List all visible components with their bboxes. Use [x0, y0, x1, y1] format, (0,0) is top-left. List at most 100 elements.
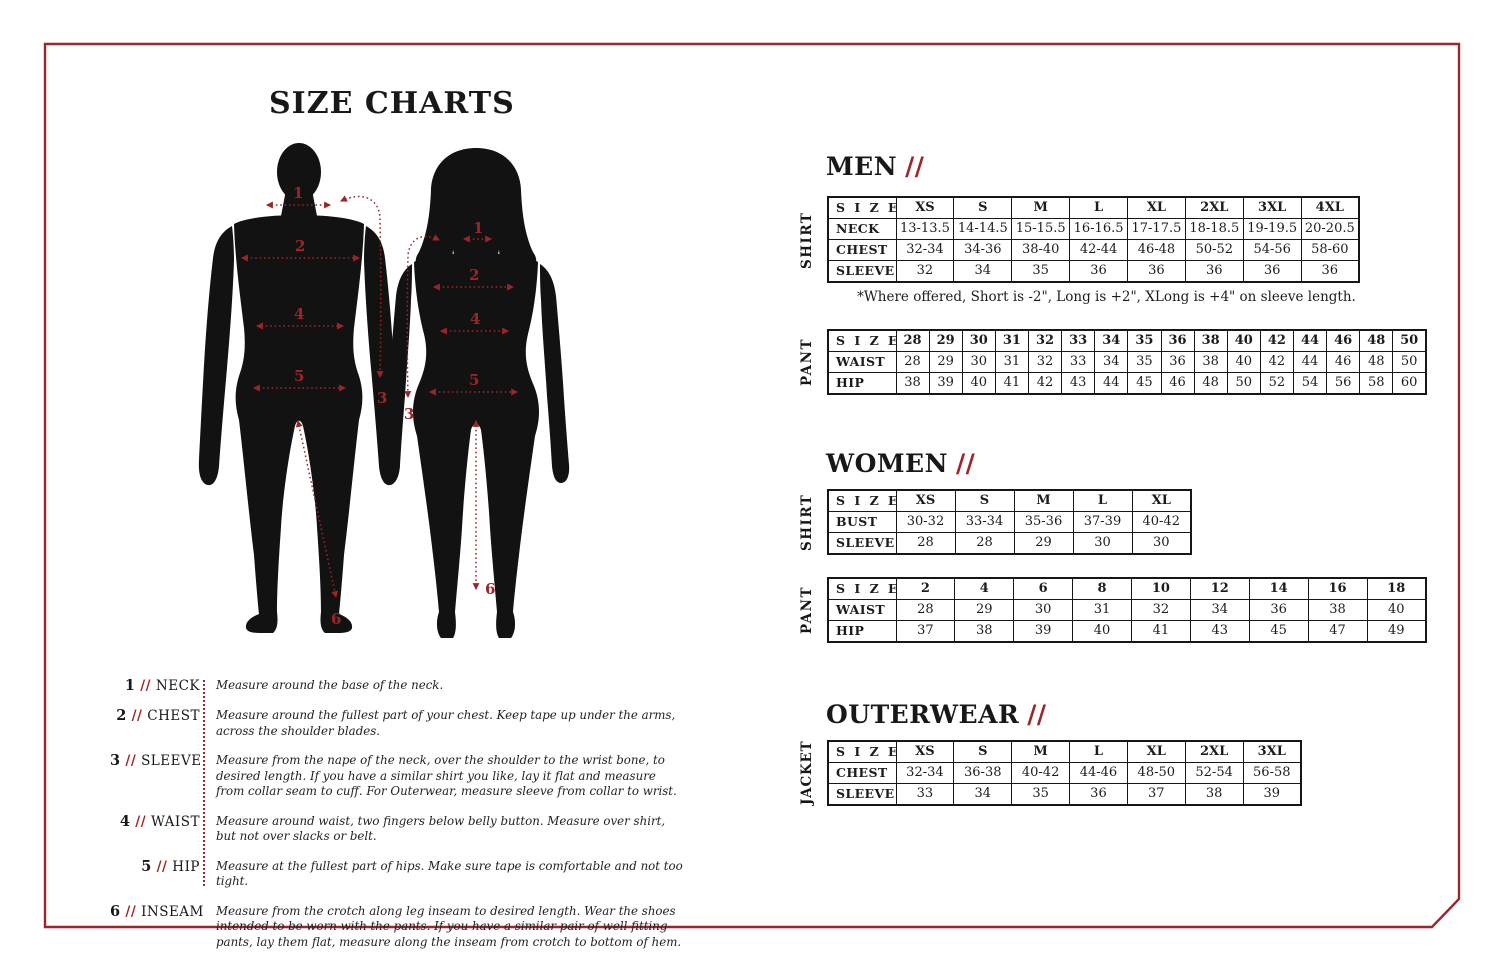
size-header-value: 44	[1292, 329, 1328, 352]
cell-value: 40	[1226, 351, 1261, 373]
definition-row-hip: 5 // HIP Measure at the fullest part of …	[110, 857, 685, 890]
cell-value: 29	[1013, 532, 1074, 555]
cell-value: 50	[1226, 372, 1261, 395]
size-header-value: 8	[1072, 577, 1132, 600]
cell-value: 40	[1366, 599, 1427, 621]
women-shirt-table: S I Z E XS S M L XL BUST 30-32 33-34 35-36 37-39 40…	[827, 489, 1192, 555]
definition-slashes: //	[140, 678, 152, 694]
row-label: SLEEVE	[827, 260, 897, 283]
cell-value: 34	[1189, 599, 1250, 621]
cell-value: 46	[1326, 351, 1361, 373]
cell-value: 34	[953, 260, 1013, 283]
definition-slashes: //	[131, 708, 143, 724]
definition-row-inseam: 6 // INSEAM Measure from the crotch alon…	[110, 903, 685, 951]
cell-value: 34	[1094, 351, 1129, 373]
size-header-label: S I Z E	[827, 196, 897, 219]
cell-value: 30	[961, 351, 996, 373]
cell-value: 50	[1392, 351, 1427, 373]
size-header-value: 38	[1193, 329, 1228, 352]
female-marker-waist: 4	[470, 310, 480, 328]
size-header-value: 2XL	[1184, 196, 1244, 219]
size-header-value: XS	[895, 740, 955, 763]
cell-value: 37-39	[1072, 511, 1133, 533]
cell-value: 50-52	[1184, 239, 1244, 261]
size-header-value: XS	[895, 196, 955, 219]
women-shirt: S I Z E XS S M L XL BUST 30-32 33-34 35-36 37-39 40…	[827, 489, 1192, 555]
cell-value: 36-38	[953, 762, 1013, 784]
definition-number: 4	[119, 812, 131, 830]
cell-value: 56-58	[1242, 762, 1302, 784]
definition-slashes: //	[135, 813, 147, 830]
female-marker-neck: 1	[473, 219, 483, 237]
definition-term: SLEEVE	[141, 753, 202, 769]
outerwear-jacket-table: S I Z E XS S M L XL 2XL 3XL CHEST 32-34 36-38 40-42…	[827, 740, 1302, 806]
size-header-value: 14	[1248, 577, 1309, 600]
cell-value: 58	[1359, 372, 1394, 395]
cell-value: 28	[954, 532, 1015, 555]
male-measure-arrows: 1 2 4 5 3 6	[240, 184, 387, 628]
definition-description: Measure from the nape of the neck, over …	[216, 753, 677, 798]
definition-label: 5 // HIP	[110, 857, 200, 875]
cell-value: 41	[1131, 620, 1191, 643]
cell-value: 54-56	[1242, 239, 1302, 261]
cell-value: 48-50	[1126, 762, 1186, 784]
cell-value: 48	[1193, 372, 1228, 395]
cell-value: 40	[1072, 620, 1132, 643]
men-shirt-table: S I Z E XS S M L XL 2XL 3XL 4XL NECK 13-13.5 14-14.…	[827, 196, 1360, 283]
size-header-value: M	[1011, 740, 1071, 763]
cell-value: 31	[994, 351, 1030, 373]
women-shirt-side-label: SHIRT	[799, 493, 815, 551]
definition-number: 5	[141, 857, 152, 875]
cell-value: 38	[895, 372, 930, 395]
cell-value: 40-42	[1131, 511, 1192, 533]
cell-value: 30	[1131, 532, 1192, 555]
cell-value: 35	[1127, 351, 1162, 373]
men-shirt-side-label: SHIRT	[799, 211, 815, 269]
definition-description: Measure at the fullest part of hips. Mak…	[216, 858, 683, 889]
definition-row-waist: 4 // WAIST Measure around waist, two fin…	[110, 812, 685, 845]
cell-value: 60	[1392, 372, 1427, 395]
definition-row-sleeve: 3 // SLEEVE Measure from the nape of the…	[110, 753, 685, 800]
row-label: NECK	[827, 218, 897, 240]
definition-term: WAIST	[150, 813, 200, 830]
cell-value: 36	[1127, 260, 1186, 283]
row-label: HIP	[827, 620, 897, 643]
definition-description: Measure from the crotch along leg inseam…	[216, 903, 682, 949]
size-header-value: 50	[1392, 329, 1427, 352]
cell-value: 38	[1307, 599, 1368, 621]
definition-term: HIP	[172, 858, 200, 875]
male-marker-neck: 1	[293, 184, 303, 202]
cell-value: 32	[895, 260, 955, 283]
row-label: SLEEVE	[827, 532, 897, 555]
size-header-value: 2	[895, 577, 956, 600]
definition-row-neck: 1 // NECK Measure around the base of the…	[110, 678, 685, 695]
cell-value: 46-48	[1127, 239, 1186, 261]
cell-value: 20-20.5	[1300, 218, 1360, 240]
cell-value: 28	[895, 599, 956, 621]
female-marker-sleeve: 3	[404, 405, 414, 423]
cell-value: 45	[1248, 620, 1309, 643]
outerwear-jacket-side-label: JACKET	[799, 740, 815, 806]
row-label: WAIST	[827, 599, 897, 621]
cell-value: 42	[1259, 351, 1295, 373]
size-header-value: S	[953, 740, 1013, 763]
male-marker-chest: 2	[295, 237, 305, 255]
cell-value: 36	[1184, 260, 1244, 283]
definition-term: CHEST	[147, 708, 200, 724]
cell-value: 44	[1292, 351, 1328, 373]
cell-value: 56	[1326, 372, 1361, 395]
definition-description: Measure around the fullest part of your …	[216, 708, 676, 738]
size-header-label: S I Z E	[827, 740, 897, 763]
cell-value: 52-54	[1184, 762, 1244, 784]
cell-value: 36	[1300, 260, 1360, 283]
measurement-figure: 1 2 4 5 3 6 1 2 4 5 3 6	[198, 143, 570, 638]
size-header-value: 40	[1226, 329, 1261, 352]
size-header-value: XS	[895, 489, 956, 512]
women-pant-table: S I Z E 2 4 6 8 10 12 14 16 18 WAIST 28 29 30 31 32 34 36…	[827, 577, 1427, 643]
cell-value: 38	[954, 620, 1015, 643]
cell-value: 32-34	[895, 239, 955, 261]
size-header-value: 4XL	[1300, 196, 1360, 219]
size-header-label: S I Z E	[827, 577, 897, 600]
cell-value: 36	[1242, 260, 1302, 283]
men-heading-slashes: //	[905, 152, 925, 181]
